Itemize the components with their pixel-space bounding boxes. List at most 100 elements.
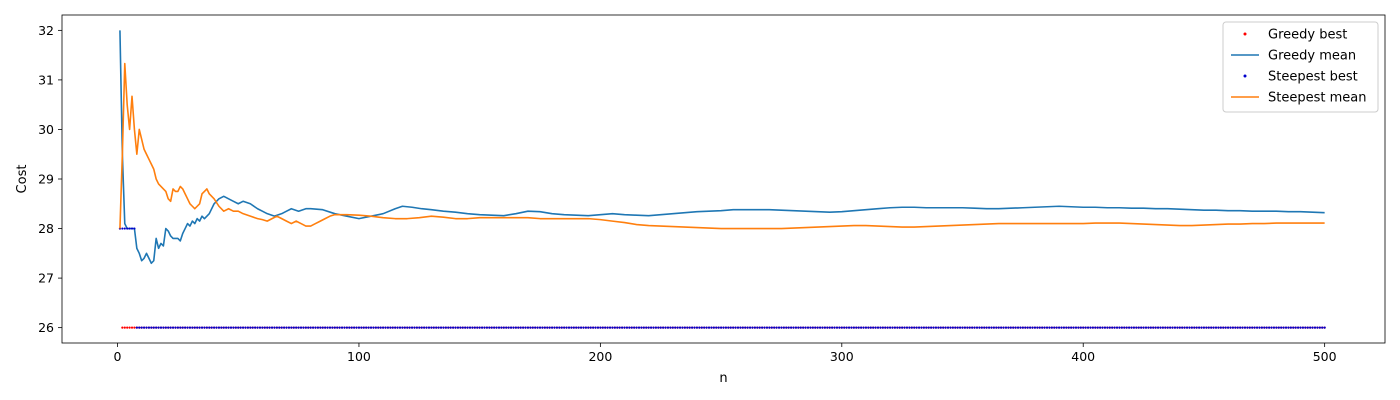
steepest-best-point (155, 326, 158, 329)
steepest-best-point (1292, 326, 1295, 329)
legend-label: Steepest mean (1268, 91, 1366, 106)
steepest-best-point (961, 326, 964, 329)
steepest-best-point (633, 326, 636, 329)
steepest-best-point (466, 326, 469, 329)
steepest-best-point (244, 326, 247, 329)
steepest-best-point (1217, 326, 1220, 329)
steepest-best-series (118, 227, 1326, 329)
steepest-best-point (1296, 326, 1300, 329)
steepest-best-point (454, 326, 457, 329)
steepest-best-point (1120, 326, 1123, 329)
steepest-best-point (611, 326, 614, 329)
steepest-best-point (1205, 326, 1208, 329)
steepest-best-point (1089, 326, 1092, 329)
steepest-best-point (987, 326, 991, 329)
steepest-best-point (432, 326, 435, 329)
steepest-best-point (191, 326, 194, 329)
steepest-best-point (606, 326, 609, 329)
steepest-best-point (439, 326, 443, 329)
steepest-best-point (381, 326, 385, 329)
steepest-best-point (833, 326, 836, 329)
steepest-best-point (1077, 326, 1080, 329)
steepest-best-point (1147, 326, 1150, 329)
steepest-best-point (618, 326, 621, 329)
steepest-best-point (485, 326, 489, 329)
steepest-best-point (251, 326, 254, 329)
steepest-best-point (1224, 326, 1227, 329)
steepest-best-point (1280, 326, 1283, 329)
steepest-best-point (360, 326, 363, 329)
steepest-best-point (857, 326, 860, 329)
steepest-best-point (299, 326, 303, 329)
steepest-best-point (331, 326, 334, 329)
steepest-best-point (666, 326, 670, 329)
steepest-best-point (640, 326, 643, 329)
steepest-best-point (975, 326, 979, 329)
steepest-best-point (403, 326, 406, 329)
steepest-best-point (1287, 326, 1290, 329)
steepest-best-point (529, 326, 532, 329)
steepest-best-point (1171, 326, 1174, 329)
steepest-best-point (1159, 326, 1162, 329)
legend: Greedy best Greedy mean Steepest best Steep… (1222, 21, 1379, 113)
steepest-best-point (526, 326, 530, 329)
steepest-best-point (495, 326, 498, 329)
steepest-best-point (1031, 326, 1034, 329)
steepest-best-point (1038, 326, 1041, 329)
steepest-best-point (133, 227, 136, 230)
steepest-best-point (1268, 326, 1271, 329)
steepest-best-point (712, 326, 715, 329)
steepest-best-point (423, 326, 426, 329)
greedy-best-point (130, 326, 134, 329)
steepest-best-point (1140, 326, 1143, 329)
steepest-best-point (765, 326, 769, 329)
steepest-best-point (1130, 326, 1133, 329)
steepest-best-point (1183, 326, 1186, 329)
steepest-best-point (1231, 326, 1234, 329)
steepest-best-point (505, 326, 508, 329)
steepest-best-point (1043, 326, 1046, 329)
steepest-best-point (1067, 326, 1070, 329)
steepest-best-point (261, 326, 264, 329)
steepest-best-point (1137, 326, 1140, 329)
y-tick-label: 27 (38, 271, 54, 286)
steepest-best-point (770, 326, 773, 329)
steepest-best-point (920, 326, 923, 329)
steepest-best-point (408, 326, 411, 329)
greedy-mean-series (119, 30, 1325, 265)
steepest-best-point (739, 326, 742, 329)
steepest-best-point (449, 326, 452, 329)
steepest-best-point (367, 326, 370, 329)
steepest-best-point (1260, 326, 1263, 329)
steepest-best-point (1154, 326, 1157, 329)
steepest-best-point (876, 326, 880, 329)
steepest-best-point (345, 326, 348, 329)
steepest-best-point (567, 326, 571, 329)
steepest-best-point (425, 326, 428, 329)
steepest-best-point (1118, 326, 1121, 329)
plot-area-frame (61, 14, 1386, 344)
steepest-best-point (683, 326, 686, 329)
steepest-best-point (326, 326, 329, 329)
steepest-best-point (1142, 326, 1145, 329)
steepest-best-point (703, 326, 706, 329)
steepest-best-point (930, 326, 933, 329)
steepest-best-point (676, 326, 679, 329)
steepest-best-point (792, 326, 795, 329)
steepest-best-point (254, 326, 257, 329)
steepest-best-point (184, 326, 187, 329)
steepest-best-point (203, 326, 206, 329)
steepest-best-point (1041, 326, 1044, 329)
steepest-best-point (594, 326, 597, 329)
steepest-best-point (142, 326, 146, 329)
steepest-best-point (1294, 326, 1297, 329)
steepest-best-point (840, 326, 843, 329)
steepest-best-point (311, 326, 315, 329)
legend-point-swatch (1243, 74, 1247, 78)
steepest-best-point (575, 326, 578, 329)
steepest-best-point (1033, 326, 1037, 329)
steepest-best-point (488, 326, 491, 329)
greedy-best-point (133, 326, 136, 329)
steepest-best-point (758, 326, 761, 329)
